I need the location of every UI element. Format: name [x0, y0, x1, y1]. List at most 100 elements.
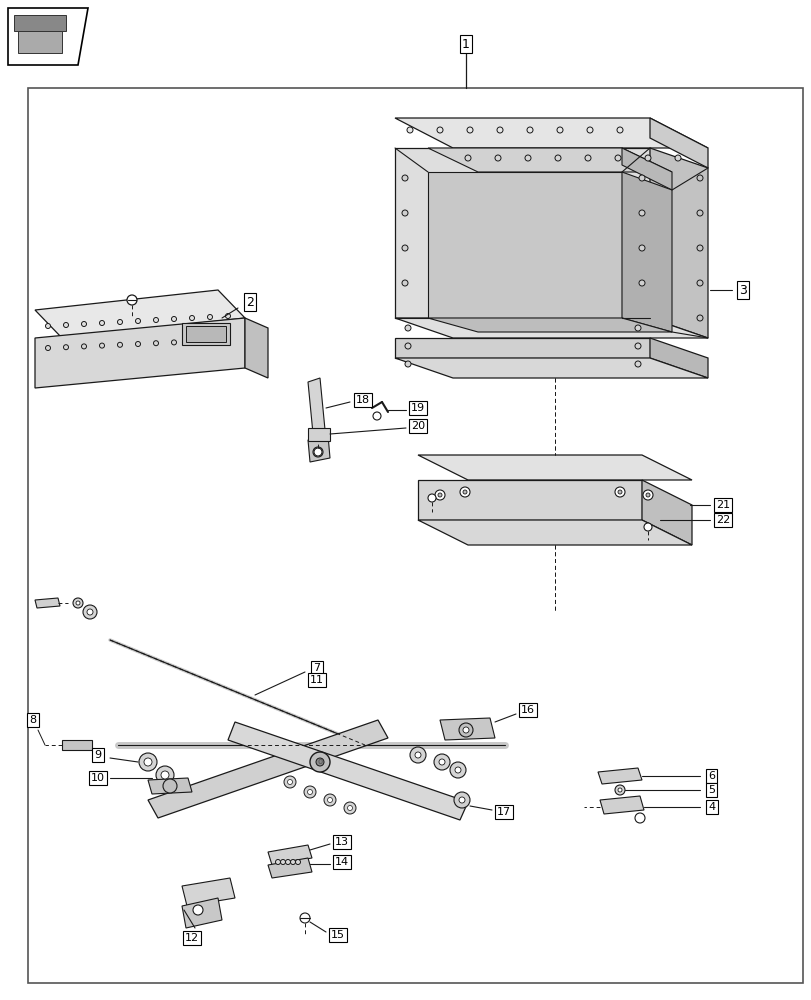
- Bar: [186, 326, 225, 342]
- Bar: [28, 88, 802, 983]
- Polygon shape: [418, 520, 691, 545]
- Circle shape: [462, 490, 466, 494]
- Circle shape: [617, 490, 621, 494]
- Polygon shape: [307, 378, 325, 444]
- Polygon shape: [35, 598, 60, 608]
- Text: 16: 16: [521, 705, 534, 715]
- Text: 1: 1: [461, 38, 470, 51]
- Text: 3: 3: [738, 284, 746, 296]
- Circle shape: [638, 210, 644, 216]
- Polygon shape: [394, 338, 649, 358]
- Circle shape: [401, 280, 407, 286]
- Polygon shape: [599, 796, 643, 814]
- Circle shape: [634, 325, 640, 331]
- Circle shape: [642, 490, 652, 500]
- Bar: [18, 31, 62, 53]
- Circle shape: [344, 802, 355, 814]
- Circle shape: [674, 155, 680, 161]
- Polygon shape: [394, 118, 707, 148]
- Text: 9: 9: [94, 750, 101, 760]
- Circle shape: [372, 412, 380, 420]
- Bar: [62, 740, 92, 750]
- Polygon shape: [182, 878, 234, 906]
- Text: 7: 7: [313, 663, 320, 673]
- Circle shape: [454, 767, 461, 773]
- Polygon shape: [649, 118, 707, 168]
- Bar: [182, 323, 230, 345]
- Circle shape: [118, 342, 122, 347]
- Polygon shape: [182, 898, 221, 928]
- Circle shape: [303, 786, 315, 798]
- Circle shape: [314, 448, 322, 456]
- Circle shape: [586, 127, 592, 133]
- Text: 6: 6: [708, 771, 714, 781]
- Circle shape: [153, 341, 158, 346]
- Circle shape: [284, 776, 296, 788]
- Circle shape: [193, 905, 203, 915]
- Polygon shape: [597, 768, 642, 784]
- Text: 17: 17: [496, 807, 510, 817]
- Text: 8: 8: [29, 715, 36, 725]
- Circle shape: [135, 318, 140, 324]
- Circle shape: [208, 314, 212, 320]
- Circle shape: [525, 155, 530, 161]
- Circle shape: [307, 789, 312, 794]
- Circle shape: [436, 127, 443, 133]
- Circle shape: [634, 343, 640, 349]
- Circle shape: [315, 758, 324, 766]
- Circle shape: [696, 245, 702, 251]
- Polygon shape: [35, 290, 245, 338]
- Circle shape: [453, 792, 470, 808]
- Text: 12: 12: [185, 933, 199, 943]
- Circle shape: [526, 127, 532, 133]
- Polygon shape: [268, 858, 311, 878]
- Circle shape: [171, 316, 176, 322]
- Circle shape: [427, 494, 436, 502]
- Circle shape: [83, 605, 97, 619]
- Text: 10: 10: [91, 773, 105, 783]
- Circle shape: [401, 210, 407, 216]
- Circle shape: [63, 322, 68, 328]
- Circle shape: [433, 754, 449, 770]
- Polygon shape: [394, 358, 707, 378]
- Circle shape: [127, 295, 137, 305]
- Circle shape: [406, 127, 413, 133]
- Text: 19: 19: [410, 403, 424, 413]
- Circle shape: [45, 324, 50, 328]
- Circle shape: [327, 797, 332, 802]
- Bar: [307, 428, 329, 441]
- Circle shape: [614, 155, 620, 161]
- Text: 15: 15: [331, 930, 345, 940]
- Text: 5: 5: [708, 785, 714, 795]
- Circle shape: [287, 779, 292, 784]
- Circle shape: [87, 609, 93, 615]
- Circle shape: [617, 788, 621, 792]
- Circle shape: [634, 813, 644, 823]
- Circle shape: [285, 859, 290, 864]
- Polygon shape: [307, 435, 329, 462]
- Polygon shape: [621, 148, 672, 190]
- Polygon shape: [649, 338, 707, 378]
- Circle shape: [73, 598, 83, 608]
- Circle shape: [439, 759, 444, 765]
- Circle shape: [584, 155, 590, 161]
- Circle shape: [225, 338, 230, 342]
- Circle shape: [347, 805, 352, 810]
- Circle shape: [405, 343, 410, 349]
- Polygon shape: [245, 318, 268, 378]
- Circle shape: [189, 339, 195, 344]
- Circle shape: [638, 245, 644, 251]
- Circle shape: [644, 155, 650, 161]
- Circle shape: [324, 794, 336, 806]
- Circle shape: [139, 753, 157, 771]
- Circle shape: [646, 493, 649, 497]
- Circle shape: [496, 127, 502, 133]
- Text: 22: 22: [715, 515, 729, 525]
- Circle shape: [458, 797, 465, 803]
- Circle shape: [63, 345, 68, 350]
- Circle shape: [638, 175, 644, 181]
- Circle shape: [556, 127, 562, 133]
- Circle shape: [312, 447, 323, 457]
- Circle shape: [638, 280, 644, 286]
- Circle shape: [100, 320, 105, 326]
